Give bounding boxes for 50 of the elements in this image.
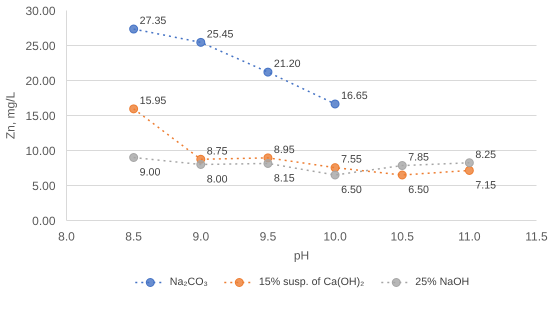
y-tick-label: 30.00 (25, 4, 56, 18)
point (196, 160, 206, 169)
y-tick-label: 20.00 (25, 74, 56, 88)
data-label: 8.75 (206, 145, 228, 158)
data-label: 8.00 (206, 174, 228, 186)
point (398, 170, 407, 180)
x-tick-label: 8.5 (125, 230, 142, 244)
data-label: 16.65 (341, 90, 368, 102)
point (464, 166, 474, 175)
data-label: 8.15 (274, 172, 295, 184)
legend-label: Na₂CO₃ (170, 276, 208, 288)
x-tick-label: 10.5 (390, 230, 414, 244)
point (330, 170, 340, 180)
y-tick-label: 15.00 (25, 109, 56, 123)
data-label: 7.15 (475, 179, 496, 192)
y-tick-label: 25.00 (25, 39, 56, 53)
x-tick-label: 10.0 (323, 230, 348, 244)
y-tick-label: 0.00 (32, 214, 56, 228)
point (129, 153, 138, 162)
point (263, 158, 272, 168)
point (263, 68, 272, 77)
data-label: 7.85 (408, 152, 430, 164)
legend-label: 15% susp. of Ca(OH)₂ (258, 276, 364, 288)
x-axis-title: pH (294, 248, 310, 262)
data-label: 9.00 (140, 166, 160, 178)
point (330, 99, 340, 108)
y-tick-label: 10.00 (25, 144, 56, 158)
y-tick-label: 5.00 (32, 179, 56, 193)
data-label: 8.95 (274, 144, 295, 156)
data-label: 21.20 (274, 58, 301, 70)
y-axis-title: Zn, mg/L (3, 92, 18, 140)
data-label: 7.55 (341, 154, 362, 166)
data-label: 27.35 (140, 15, 166, 28)
point (129, 24, 138, 34)
x-tick-label: 11.5 (525, 230, 548, 244)
x-tick-label: 11.0 (458, 230, 481, 244)
data-label: 8.25 (475, 148, 496, 161)
data-label: 25.45 (206, 28, 234, 40)
x-tick-label: 9.5 (260, 230, 277, 244)
data-label: 6.50 (341, 184, 362, 196)
point (464, 158, 474, 168)
data-label: 15.95 (140, 94, 166, 107)
point (129, 104, 138, 114)
legend-label: 25% NaOH (415, 276, 470, 288)
point (330, 163, 340, 172)
point (398, 161, 407, 170)
x-tick-label: 9.0 (192, 230, 210, 244)
x-tick-label: 8.0 (58, 230, 76, 244)
data-label: 6.50 (408, 184, 430, 196)
point (196, 38, 206, 47)
